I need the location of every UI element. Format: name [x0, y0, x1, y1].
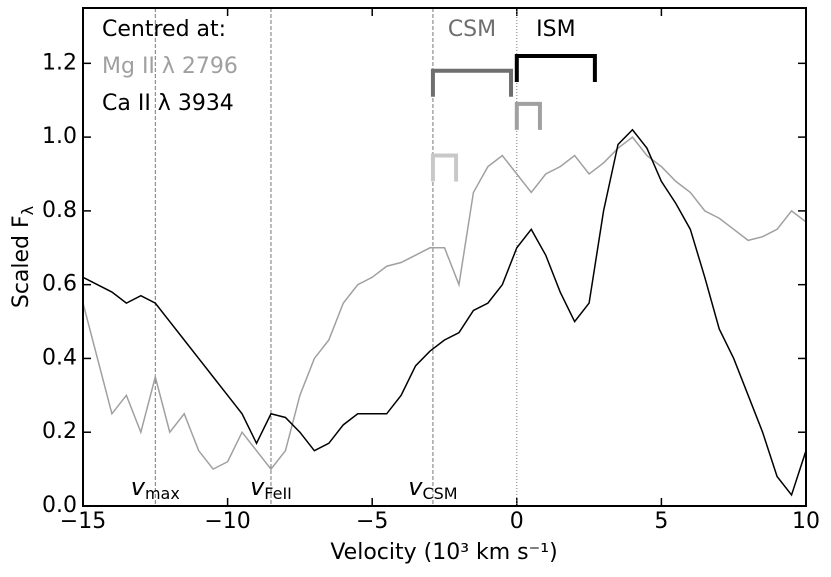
reference-label-sub: FeII — [264, 484, 292, 503]
y-tick-label: 1.2 — [42, 50, 77, 75]
y-tick-label: 0.2 — [42, 419, 77, 444]
y-tick-label: 0.6 — [42, 272, 77, 297]
y-tick-label: 0.4 — [42, 345, 77, 370]
y-tick-label: 0.0 — [42, 493, 77, 518]
spectrum-line — [83, 128, 806, 497]
y-tick-label: 1.0 — [42, 124, 77, 149]
bracket — [430, 68, 514, 97]
bracket-label: CSM — [448, 17, 496, 42]
y-axis-label: Scaled Fλ — [9, 206, 37, 308]
bracket — [514, 53, 597, 82]
y-tick-label: 0.8 — [42, 198, 77, 223]
bracket — [430, 153, 459, 182]
spectrum-line — [83, 136, 806, 471]
legend-entry: Mg II λ 2796 — [102, 54, 238, 79]
legend-title: Centred at: — [102, 17, 226, 42]
plot-frame — [82, 7, 807, 507]
x-axis-label: Velocity (10³ km s⁻¹) — [330, 540, 557, 565]
y-axis-label-main: Scaled F — [9, 215, 34, 308]
reference-label-main: v — [131, 473, 146, 501]
bracket — [514, 101, 542, 130]
reference-label: vCSM — [408, 473, 457, 503]
reference-label: vFeII — [250, 473, 292, 503]
reference-label-main: v — [408, 473, 423, 501]
reference-label-sub: CSM — [422, 484, 457, 503]
x-tick-label: −15 — [60, 509, 106, 534]
reference-label-main: v — [250, 473, 265, 501]
x-tick-label: 10 — [792, 509, 820, 534]
x-tick-label: −10 — [204, 509, 250, 534]
bracket-label: ISM — [536, 17, 575, 42]
reference-label: vmax — [131, 473, 180, 503]
legend-entry: Ca II λ 3934 — [102, 91, 234, 116]
y-axis-label-sub: λ — [18, 206, 37, 215]
reference-label-sub: max — [145, 484, 180, 503]
x-tick-label: 5 — [654, 509, 668, 534]
x-tick-label: 0 — [510, 509, 524, 534]
x-tick-label: −5 — [356, 509, 388, 534]
